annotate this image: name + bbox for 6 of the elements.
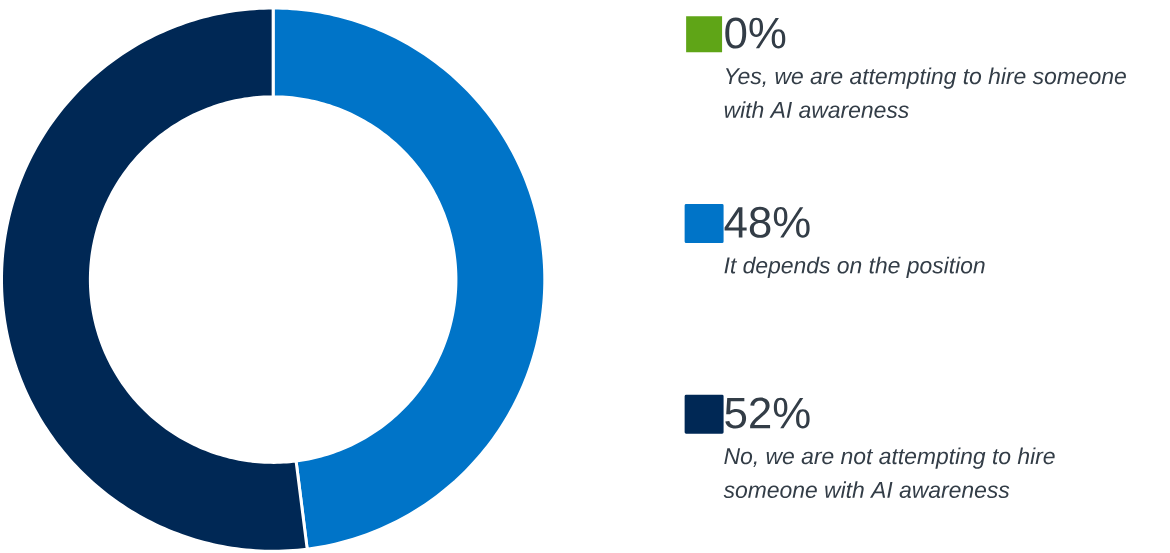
legend-label: No, we are not attempting to hire someone with AI awareness xyxy=(723,447,1055,499)
data-label: 52% xyxy=(725,397,810,429)
text: 0% xyxy=(725,17,786,49)
data-label: 48% xyxy=(724,206,810,238)
legend-label: Yes, we are attempting to hire someone with AI awareness xyxy=(724,67,1126,119)
legend-label: It depends on the position xyxy=(724,256,985,279)
